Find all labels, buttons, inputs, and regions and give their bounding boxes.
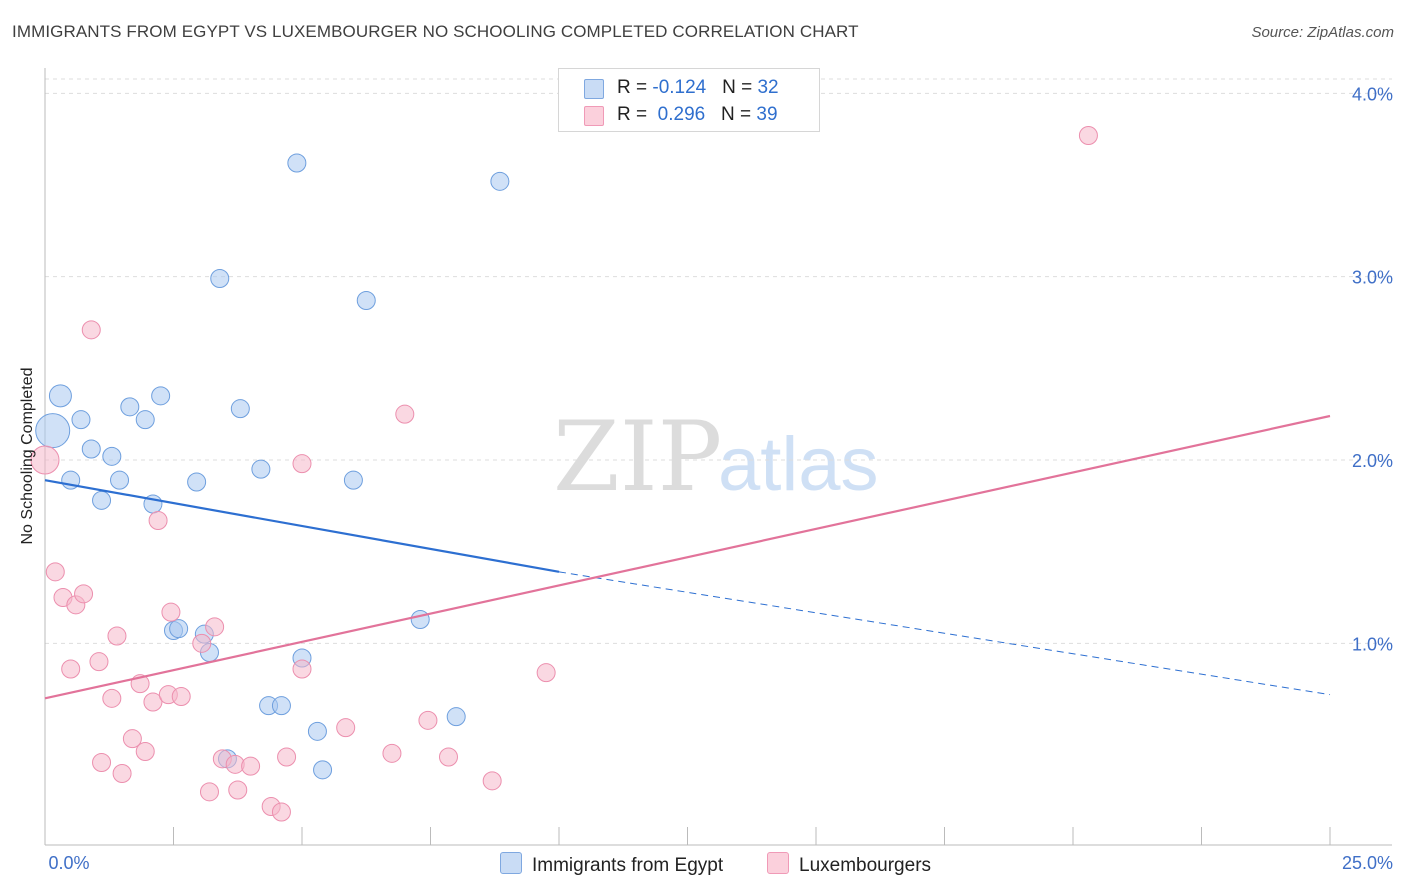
y-tick-label: 2.0% (1352, 451, 1393, 471)
y-tick-label: 3.0% (1352, 268, 1393, 288)
luxembourger-point (107, 626, 127, 646)
bottom-legend-swatch-luxembourgers (767, 852, 789, 874)
correlation-legend: R = -0.124 N = 32 R = 0.296 N = 39 (558, 68, 820, 132)
luxembourger-point (482, 771, 502, 791)
luxembourger-point (382, 743, 402, 763)
luxembourger-point (135, 742, 155, 761)
legend-swatch-luxembourgers (584, 106, 604, 126)
egypt-point (71, 410, 91, 430)
luxembourger-point (143, 692, 163, 712)
egypt-point (410, 610, 430, 629)
luxembourger-point (205, 617, 225, 637)
luxembourger-point (292, 659, 312, 679)
luxembourger-point (161, 602, 181, 622)
chart-title: IMMIGRANTS FROM EGYPT VS LUXEMBOURGER NO… (12, 22, 859, 41)
bottom-legend-luxembourgers: Luxembourgers (767, 852, 931, 877)
legend-r-value: 0.296 (652, 104, 706, 125)
egypt-point (356, 291, 376, 310)
legend-r-value: -0.124 (652, 77, 707, 98)
legend-r-label: R = (617, 104, 653, 125)
egypt-point (169, 619, 189, 639)
luxembourger-point (277, 747, 297, 767)
luxembourger-point (228, 780, 248, 800)
egypt-point (120, 397, 140, 417)
legend-n-label: N = (721, 104, 757, 125)
luxembourger-point (30, 445, 60, 475)
egypt-trend-line (44, 479, 560, 573)
luxembourger-point (102, 688, 122, 708)
egypt-point (187, 472, 207, 492)
luxembourger-point (438, 747, 458, 767)
luxembourger-point (74, 584, 94, 604)
x-tick-label: 25.0% (1342, 853, 1393, 873)
luxembourger-point (81, 320, 101, 340)
y-tick-label: 1.0% (1352, 634, 1393, 654)
luxembourger-trend-line (44, 414, 1331, 700)
luxembourger-point (1078, 126, 1098, 145)
luxembourger-point (199, 782, 219, 802)
luxembourger-point (336, 718, 356, 738)
egypt-point (151, 386, 171, 406)
luxembourger-point (395, 404, 415, 424)
bottom-legend-label-egypt: Immigrants from Egypt (532, 855, 724, 876)
egypt-point (287, 153, 307, 173)
egypt-point (92, 490, 112, 510)
legend-swatch-egypt (584, 79, 604, 99)
egypt-point (102, 446, 122, 466)
luxembourger-point (171, 687, 191, 706)
egypt-point (307, 721, 327, 741)
luxembourger-point (418, 710, 438, 730)
egypt-trend-extension (558, 571, 1331, 696)
y-tick-label: 4.0% (1352, 84, 1393, 104)
bottom-legend-label-luxembourgers: Luxembourgers (799, 855, 932, 876)
egypt-point (251, 459, 271, 479)
egypt-point (271, 696, 291, 716)
egypt-point (210, 269, 230, 288)
luxembourger-point (61, 659, 81, 679)
luxembourger-point (45, 562, 65, 582)
bottom-legend-egypt: Immigrants from Egypt (500, 852, 723, 877)
y-axis-label: No Schooling Completed (19, 367, 36, 545)
legend-n-label: N = (722, 77, 758, 98)
egypt-point (48, 384, 72, 408)
egypt-point (35, 413, 71, 449)
egypt-point (490, 171, 510, 191)
luxembourger-point (271, 802, 291, 822)
luxembourger-point (148, 511, 168, 530)
egypt-point (135, 410, 155, 430)
luxembourger-point (122, 729, 142, 749)
luxembourger-point (112, 764, 132, 783)
egypt-point (313, 760, 333, 780)
egypt-point (343, 470, 363, 490)
source-credit: Source: ZipAtlas.com (1251, 24, 1394, 41)
x-tick-label: 0.0% (48, 853, 89, 873)
egypt-point (446, 707, 466, 727)
luxembourger-point (241, 756, 261, 776)
legend-n-value: 32 (757, 77, 779, 98)
luxembourger-point (89, 652, 109, 672)
legend-n-value: 39 (756, 104, 778, 125)
luxembourger-point (536, 663, 556, 683)
luxembourger-point (292, 454, 312, 474)
egypt-point (230, 399, 250, 419)
watermark-zip: ZIP (553, 401, 722, 513)
watermark-atlas: atlas (718, 422, 879, 507)
luxembourger-point (92, 753, 112, 772)
egypt-point (110, 470, 130, 490)
egypt-point (81, 439, 101, 459)
bottom-legend-swatch-egypt (500, 852, 522, 874)
luxembourger-point (192, 633, 212, 653)
legend-r-label: R = (617, 77, 653, 98)
